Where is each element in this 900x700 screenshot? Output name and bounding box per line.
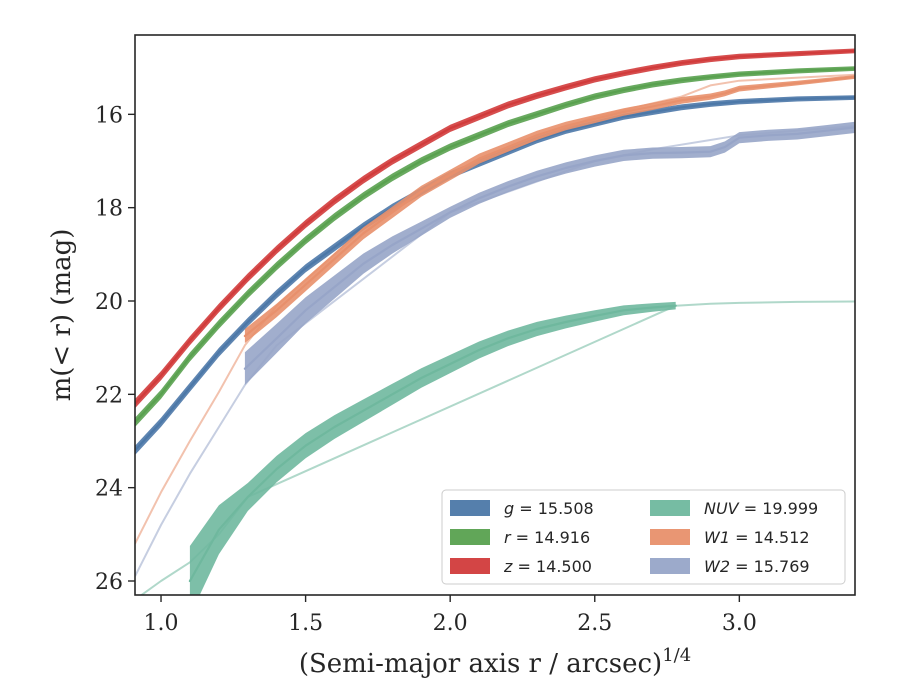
legend-label-w1: W1 = 14.512 — [704, 528, 810, 547]
y-tick-label: 18 — [95, 197, 123, 222]
series-w2-band — [244, 121, 855, 386]
legend-label-g: g = 15.508 — [504, 499, 594, 518]
legend-label-nuv: NUV = 19.999 — [704, 499, 818, 518]
series-r-band — [135, 66, 855, 428]
x-axis-label: (Semi-major axis r / arcsec)1/4 — [299, 645, 691, 679]
legend-swatch-z — [450, 558, 490, 574]
y-tick-label: 24 — [95, 477, 123, 502]
series-nuv-line — [188, 304, 677, 583]
legend-swatch-w1 — [650, 529, 690, 545]
series-w2-faint-line — [135, 125, 855, 577]
x-tick-label: 2.0 — [433, 611, 468, 636]
legend-swatch-r — [450, 529, 490, 545]
legend-label-r: r = 14.916 — [504, 528, 590, 547]
series-w1-band — [244, 75, 855, 343]
series-nuv-faint-line — [139, 300, 855, 595]
x-tick-label: 1.0 — [144, 611, 179, 636]
legend-swatch-w2 — [650, 558, 690, 574]
axes: 1.0 1.5 2.0 2.5 3.0 16 18 20 22 24 26 — [95, 34, 856, 636]
series-w1-faint-line — [135, 73, 855, 545]
y-tick-label: 20 — [95, 290, 123, 315]
legend-swatch-nuv — [650, 500, 690, 516]
y-tick-label: 22 — [95, 383, 123, 408]
plot-area — [135, 48, 855, 595]
series-w2-line — [243, 126, 855, 370]
series-nuv-band — [189, 301, 676, 595]
y-axis-label: m(< r) (mag) — [47, 229, 77, 402]
legend: g = 15.508 r = 14.916 z = 14.500 NUV = 19.9… — [441, 489, 846, 585]
y-tick-label: 16 — [95, 103, 123, 128]
x-tick-label: 2.5 — [577, 611, 612, 636]
legend-label-w2: W2 = 15.769 — [704, 557, 810, 576]
series-z-line — [135, 49, 855, 405]
plot-frame — [134, 34, 856, 596]
y-tick-label: 26 — [95, 570, 123, 595]
legend-label-z: z = 14.500 — [503, 557, 592, 576]
series-r-line — [135, 67, 855, 424]
x-tick-label: 3.0 — [722, 611, 757, 636]
series-w1-line — [243, 75, 855, 338]
legend-box — [441, 489, 846, 585]
legend-swatch-g — [450, 500, 490, 516]
x-tick-label: 1.5 — [288, 611, 323, 636]
